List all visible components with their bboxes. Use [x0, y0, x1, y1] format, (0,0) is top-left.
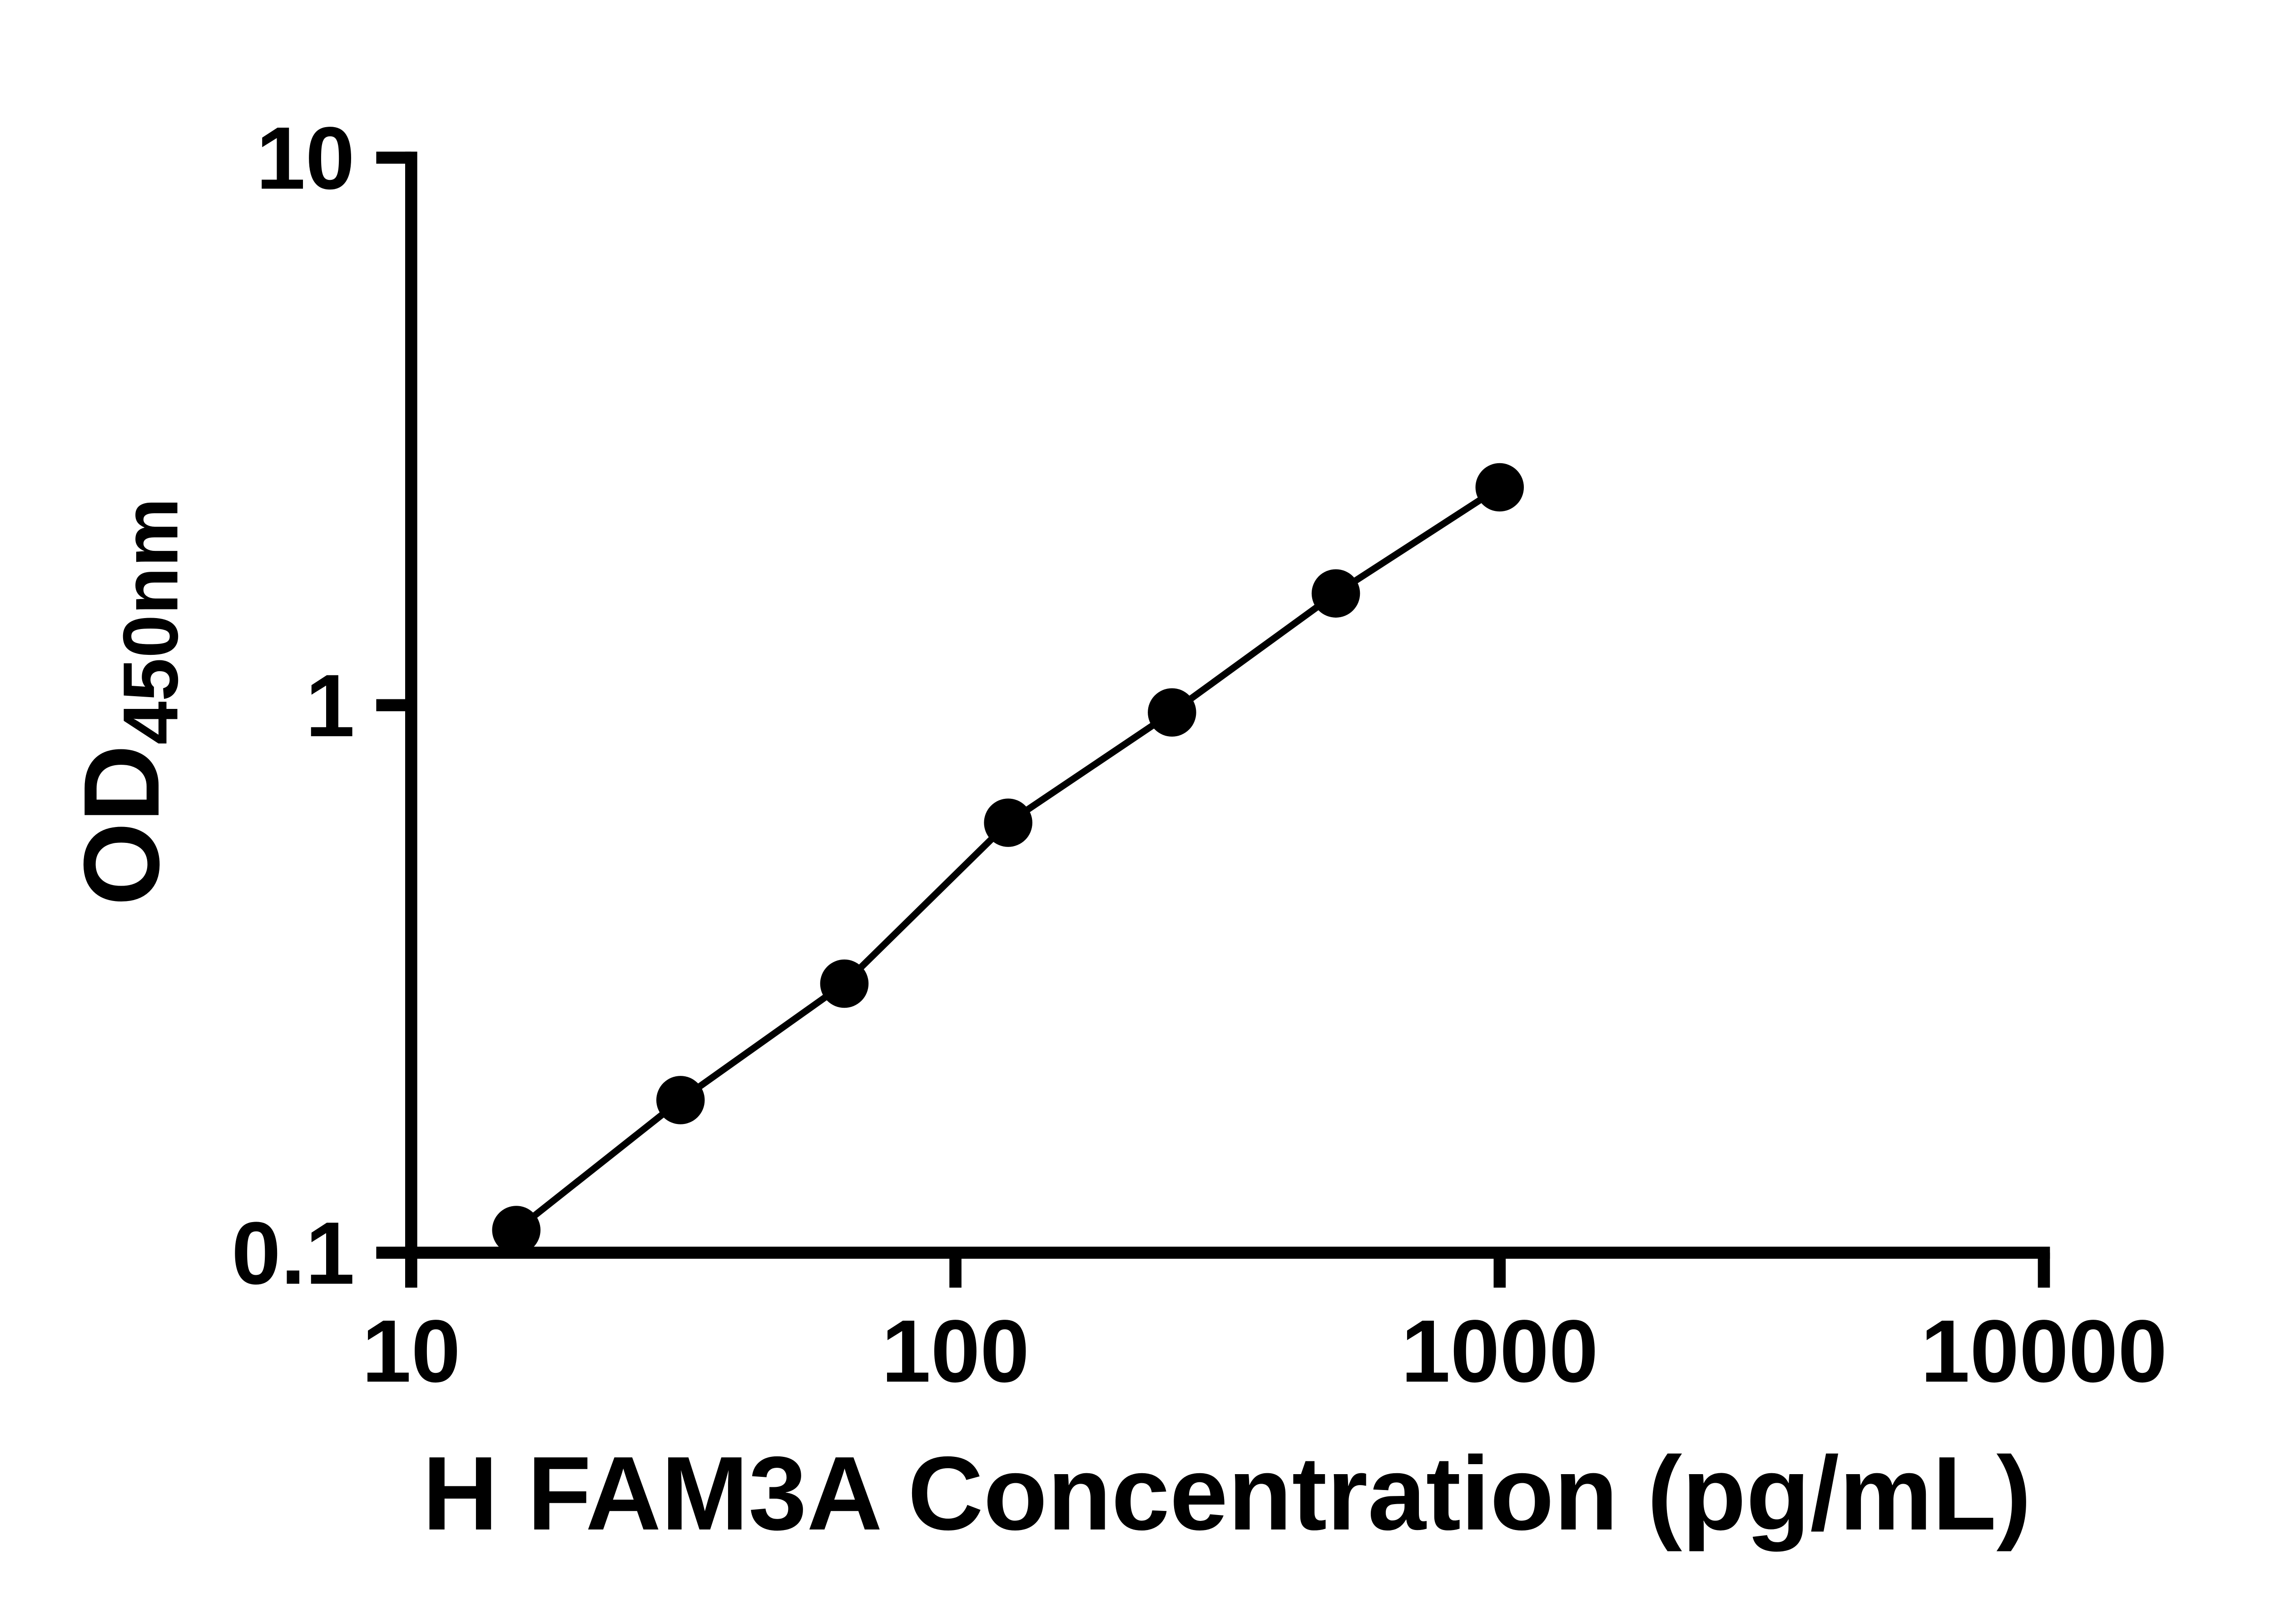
data-point [1148, 688, 1196, 737]
y-axis-title: OD450nm [62, 498, 194, 906]
y-axis-title-subscript: 450nm [108, 498, 194, 745]
x-tick-label: 100 [882, 1302, 1030, 1401]
x-tick-label: 10000 [1921, 1302, 2167, 1401]
data-point [492, 1206, 540, 1254]
data-point [1311, 569, 1360, 618]
data-point [984, 798, 1032, 847]
tick-labels: 10 100 1000 10000 0.1 1 10 [232, 109, 2167, 1401]
data-point [820, 959, 869, 1008]
chart-background [0, 11, 2271, 1613]
data-point [1475, 463, 1524, 512]
data-point [656, 1076, 705, 1124]
tick-marks [376, 151, 2050, 1288]
x-axis-title: H FAM3A Concentration (pg/mL) [422, 1435, 2031, 1552]
y-tick-label: 10 [256, 109, 355, 208]
x-tick-label: 1000 [1401, 1302, 1598, 1401]
y-tick-label: 1 [305, 656, 355, 755]
y-axis-title-main: OD [62, 745, 182, 906]
y-tick-label: 0.1 [232, 1204, 355, 1303]
x-tick-label: 10 [362, 1302, 461, 1401]
data-series [492, 463, 1524, 1254]
